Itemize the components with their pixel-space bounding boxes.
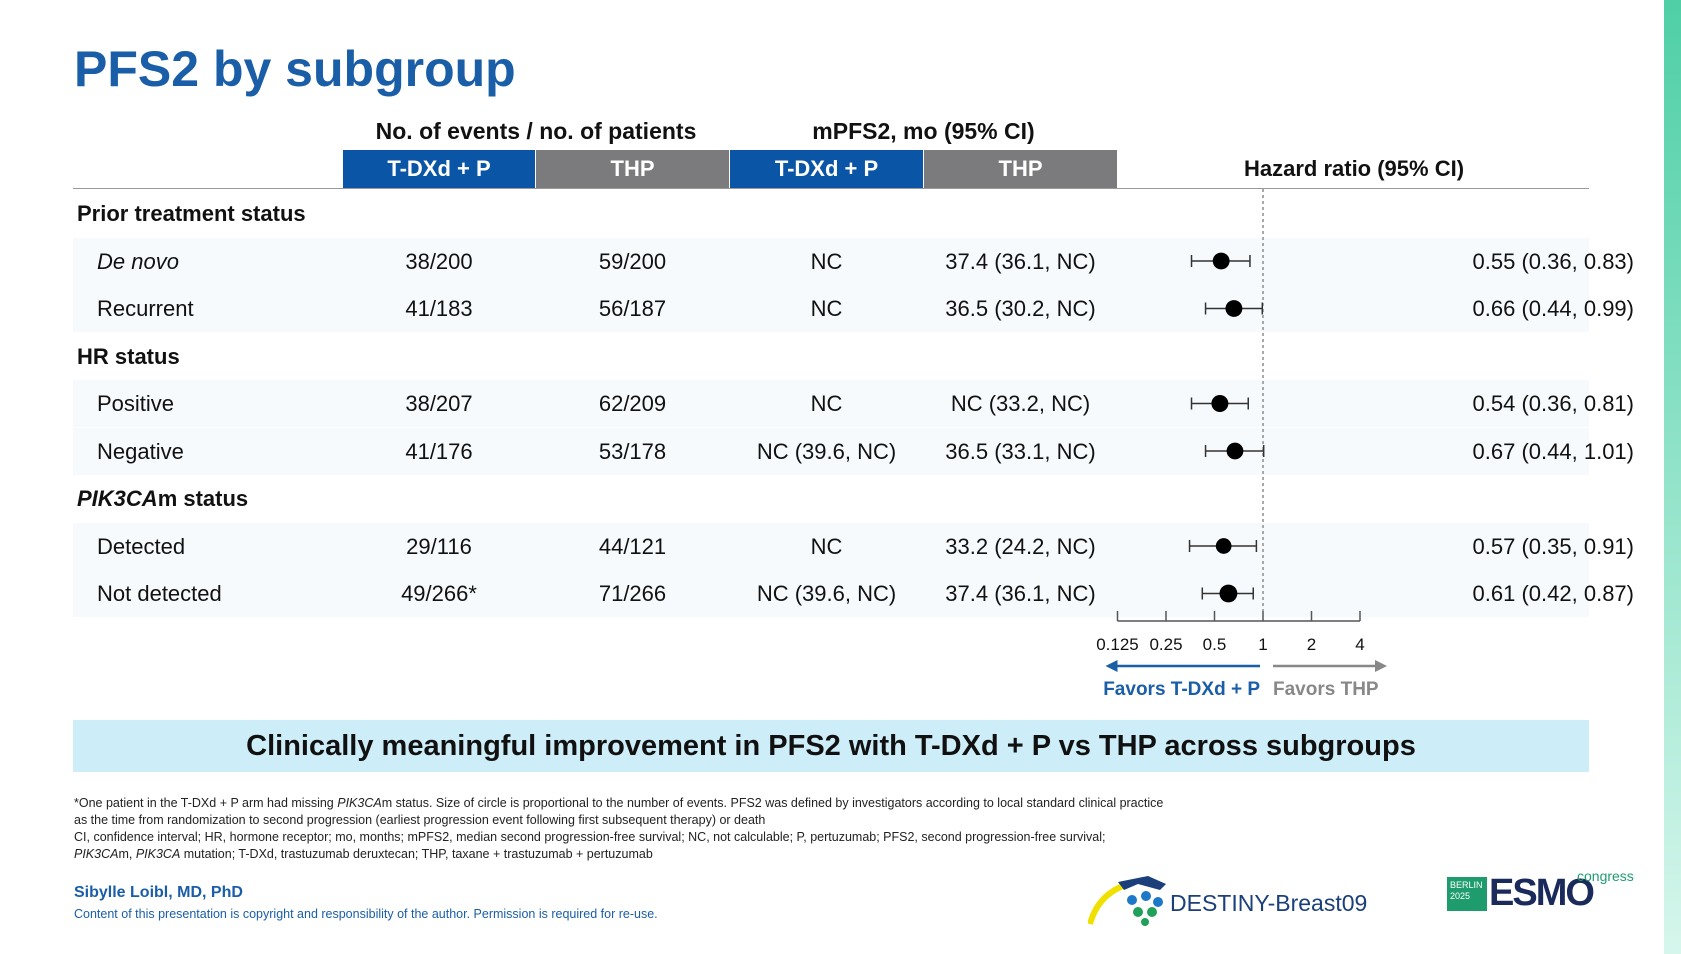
x-tick-label: 1 — [1258, 635, 1267, 654]
hazard-ratio-value: 0.57 (0.35, 0.91) — [1472, 533, 1634, 559]
x-tick-label: 0.5 — [1203, 635, 1227, 654]
hr-point — [1212, 252, 1230, 270]
destiny-logo-text: DESTINY-Breast09 — [1170, 890, 1368, 916]
footnote-text: mutation; T-DXd, trastuzumab deruxtecan;… — [180, 847, 653, 861]
x-tick-label: 0.25 — [1149, 635, 1182, 654]
esmo-year: 2025 — [1450, 891, 1471, 901]
page-title: PFS2 by subgroup — [74, 41, 516, 97]
table-row: Detected 29/116 44/121 NC 33.2 (24.2, NC… — [73, 522, 1634, 570]
mpfs2-tdxd: NC — [810, 296, 843, 321]
footnote-text: *One patient in the T-DXd + P arm had mi… — [74, 796, 338, 810]
events-tdxd: 38/207 — [405, 391, 473, 416]
hazard-ratio-value: 0.54 (0.36, 0.81) — [1472, 391, 1634, 416]
events-thp: 44/121 — [598, 533, 667, 559]
favors-left-label: Favors T-DXd + P — [1103, 679, 1260, 700]
esmo-city-badge: BERLIN 2025 — [1447, 877, 1487, 911]
hazard-ratio-header: Hazard ratio (95% CI) — [1243, 156, 1465, 181]
footnote-text: PIK3CA — [74, 847, 119, 861]
subgroup-header-row: PIK3CAm status — [73, 475, 1589, 522]
hazard-ratio-value: 0.66 (0.44, 0.99) — [1472, 296, 1634, 321]
footnote-text: PIK3CA — [337, 796, 382, 810]
author-name: Sibylle Loibl, MD, PhD — [74, 884, 243, 901]
mpfs2-thp: NC (33.2, NC) — [950, 391, 1091, 416]
mpfs2-tdxd: NC (39.6, NC) — [756, 438, 897, 464]
subgroup-label: HR status — [77, 343, 180, 369]
esmo-city: BERLIN — [1450, 880, 1483, 890]
x-tick-label: 4 — [1355, 635, 1364, 654]
row-label: Negative — [97, 438, 184, 464]
hr-point — [1225, 300, 1243, 317]
col-header-thp-mpfs2: THP — [924, 150, 1117, 188]
row-label: Recurrent — [97, 296, 194, 321]
hr-point — [1226, 442, 1244, 460]
footnote-line-1: *One patient in the T-DXd + P arm had mi… — [74, 795, 1163, 812]
x-tick-label: 0.125 — [1096, 635, 1139, 654]
header-divider — [73, 188, 1589, 189]
events-thp: 53/178 — [598, 438, 667, 464]
subgroup-label-suffix: m status — [157, 486, 249, 511]
mpfs2-thp: 37.4 (36.1, NC) — [945, 248, 1096, 274]
mpfs2-tdxd: NC — [810, 248, 843, 274]
mpfs2-group-header: mPFS2, mo (95% CI) — [812, 118, 1035, 144]
footnote-text: m status. Size of circle is proportional… — [381, 796, 1164, 810]
footnote-line-4: PIK3CAm, PIK3CA mutation; T-DXd, trastuz… — [74, 846, 653, 863]
mpfs2-tdxd: NC — [810, 533, 843, 559]
footnote-text: PIK3CA — [135, 847, 181, 861]
table-row: Not detected 49/266* 71/266 NC (39.6, NC… — [73, 570, 1634, 617]
subgroup-header-row: HR status — [73, 333, 1589, 380]
mpfs2-thp: 33.2 (24.2, NC) — [945, 533, 1096, 559]
esmo-wordmark: ESMO — [1489, 872, 1595, 914]
events-thp: 71/266 — [598, 581, 667, 606]
favors-right-arrow-icon — [1375, 660, 1387, 672]
footnote-line-2: as the time from randomization to second… — [74, 813, 766, 827]
events-tdxd: 41/183 — [405, 296, 473, 321]
copyright-notice: Content of this presentation is copyrigh… — [74, 907, 658, 921]
row-label: Positive — [97, 391, 175, 416]
footnote-text: m, — [118, 847, 136, 861]
mpfs2-thp: 37.4 (36.1, NC) — [945, 581, 1096, 606]
subgroup-label: PIK3CAm status — [77, 475, 248, 522]
events-tdxd: 49/266* — [401, 581, 477, 606]
footnote-line-3: CI, confidence interval; HR, hormone rec… — [74, 830, 1106, 844]
events-tdxd: 29/116 — [406, 533, 472, 559]
table-row: Positive 38/207 62/209 NC NC (33.2, NC) … — [73, 380, 1634, 427]
table-row: De novo 38/200 59/200 NC 37.4 (36.1, NC)… — [73, 237, 1634, 285]
favors-right-label: Favors THP — [1273, 679, 1379, 700]
mpfs2-thp: 36.5 (33.1, NC) — [945, 438, 1096, 464]
hazard-ratio-value: 0.55 (0.36, 0.83) — [1472, 248, 1634, 274]
mpfs2-thp: 36.5 (30.2, NC) — [945, 296, 1096, 321]
events-group-header: No. of events / no. of patients — [375, 118, 697, 144]
col-header-tdxd-mpfs2: T-DXd + P — [730, 150, 923, 188]
events-tdxd: 38/200 — [405, 248, 473, 274]
esmo-congress: congress — [1577, 868, 1634, 884]
subgroup-label: Prior treatment status — [77, 201, 306, 226]
row-label: Not detected — [97, 581, 222, 606]
hr-point — [1211, 395, 1229, 412]
col-header-tdxd-events: T-DXd + P — [343, 150, 535, 188]
col-header-thp-events: THP — [536, 150, 729, 188]
decorative-side-bar — [1664, 0, 1681, 954]
destiny-logo-icon — [1088, 876, 1166, 926]
table-row: Negative 41/176 53/178 NC (39.6, NC) 36.… — [73, 427, 1634, 475]
table-row: Recurrent 41/183 56/187 NC 36.5 (30.2, N… — [73, 285, 1634, 332]
forest-plot: 0.125 0.25 0.5 1 2 4 Favors T-DXd + P Favors TH… — [1096, 189, 1387, 700]
events-thp: 62/209 — [598, 391, 667, 416]
hr-point — [1219, 584, 1238, 603]
row-label: Detected — [97, 533, 186, 559]
hr-point — [1215, 538, 1232, 554]
mpfs2-tdxd: NC (39.6, NC) — [756, 581, 897, 606]
hazard-ratio-value: 0.67 (0.44, 1.01) — [1472, 438, 1634, 464]
row-label: De novo — [97, 248, 179, 274]
hazard-ratio-value: 0.61 (0.42, 0.87) — [1472, 581, 1634, 606]
subgroup-label-italic: PIK3CA — [77, 486, 158, 511]
events-thp: 56/187 — [598, 296, 667, 321]
favors-left-arrow-icon — [1105, 660, 1118, 672]
subgroup-header-row: Prior treatment status — [73, 190, 1589, 237]
conclusion-banner: Clinically meaningful improvement in PFS… — [73, 720, 1589, 772]
events-tdxd: 41/176 — [405, 438, 473, 464]
x-tick-label: 2 — [1307, 635, 1316, 654]
events-thp: 59/200 — [598, 248, 667, 274]
mpfs2-tdxd: NC — [810, 391, 843, 416]
esmo-logo: BERLIN 2025 ESMO congress — [1447, 868, 1647, 918]
